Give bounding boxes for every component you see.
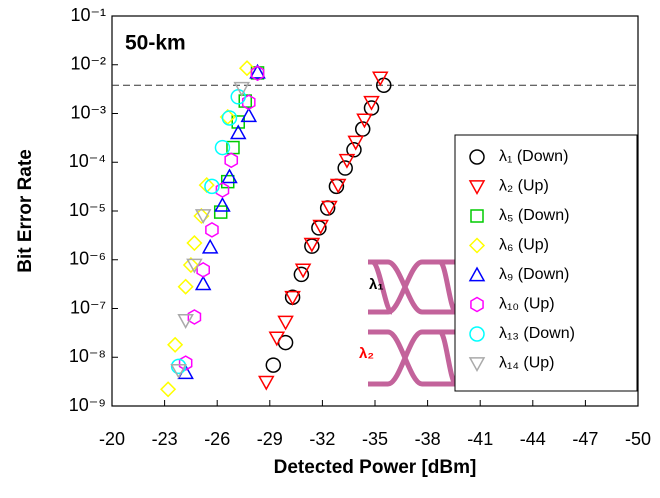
annotation: 50-km <box>125 32 186 55</box>
legend-box <box>455 135 637 391</box>
y-axis-title: Bit Error Rate <box>15 149 36 273</box>
legend-label: λ₁₄ (Up) <box>499 355 554 372</box>
inset-label: λ₂ <box>359 345 374 362</box>
y-tick-label: 10⁻⁶ <box>69 249 106 269</box>
x-tick-label: -35 <box>362 429 388 449</box>
x-tick-label: -44 <box>520 429 546 449</box>
x-tick-label: -41 <box>467 429 493 449</box>
x-tick-label: -23 <box>152 429 178 449</box>
x-tick-label: -20 <box>99 429 125 449</box>
inset-label: λ₁ <box>369 276 384 293</box>
x-axis-title: Detected Power [dBm] <box>274 457 477 478</box>
x-tick-label: -26 <box>204 429 230 449</box>
y-tick-label: 10⁻⁴ <box>69 151 106 171</box>
y-tick-label: 10⁻⁵ <box>69 200 106 220</box>
y-tick-label: 10⁻⁸ <box>69 346 106 366</box>
legend-label: λ₅ (Down) <box>499 207 569 224</box>
chart: 50-km Detected Power [dBm] Bit Error Rat… <box>0 0 660 493</box>
x-tick-label: -47 <box>572 429 598 449</box>
legend-label: λ₁₀ (Up) <box>499 296 555 313</box>
y-tick-label: 10⁻⁷ <box>70 297 106 317</box>
eye-diagram-inset <box>366 252 458 388</box>
legend-label: λ₂ (Up) <box>499 178 549 195</box>
legend-label: λ₁₃ (Down) <box>499 325 575 342</box>
y-tick-label: 10⁻¹ <box>70 5 106 25</box>
y-tick-label: 10⁻² <box>70 54 106 74</box>
legend-label: λ₆ (Up) <box>499 237 549 254</box>
legend-label: λ₁ (Down) <box>499 148 568 165</box>
x-tick-label: -32 <box>309 429 335 449</box>
y-tick-label: 10⁻⁹ <box>69 395 106 415</box>
x-tick-label: -29 <box>257 429 283 449</box>
legend-label: λ₉ (Down) <box>499 266 569 283</box>
x-tick-label: -38 <box>415 429 441 449</box>
y-tick-label: 10⁻³ <box>70 102 106 122</box>
x-tick-label: -50 <box>625 429 651 449</box>
